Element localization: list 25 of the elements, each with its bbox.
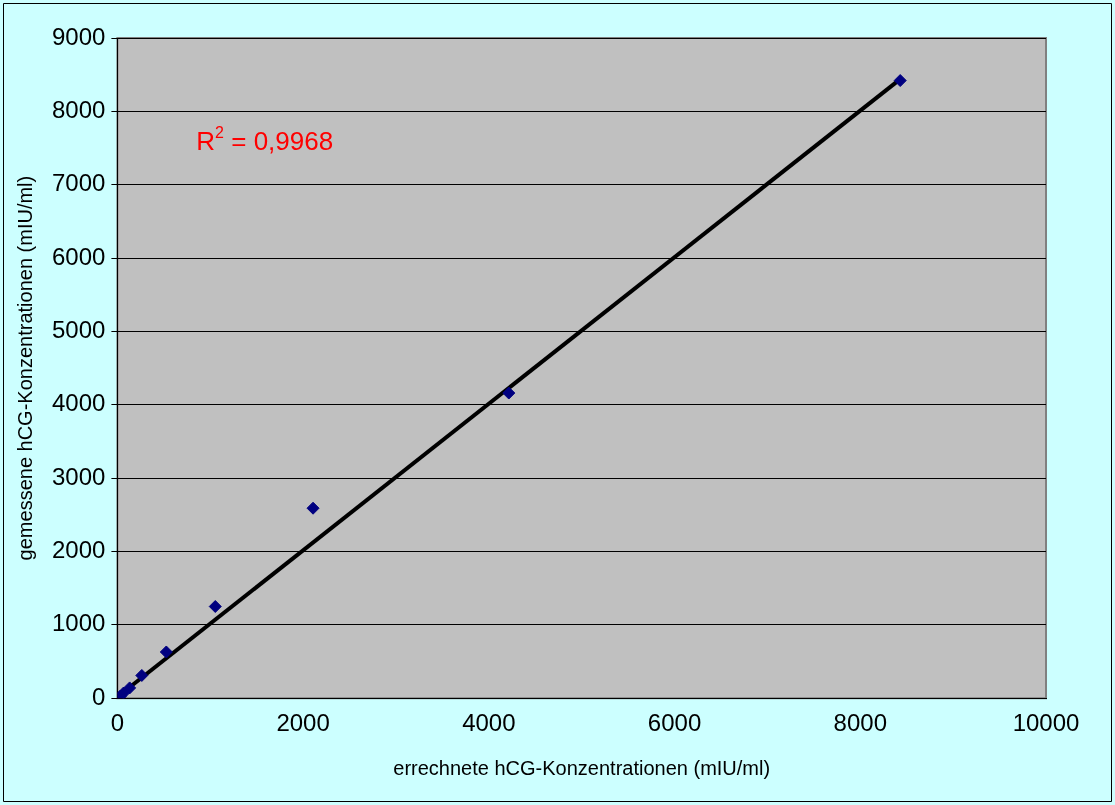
point <box>893 74 907 88</box>
point <box>123 681 137 695</box>
y-tick-label: 1000 <box>52 609 106 637</box>
y-tick-label: 0 <box>92 682 106 710</box>
y-tick-label: 7000 <box>52 169 106 197</box>
point <box>135 668 149 682</box>
x-tick-label: 6000 <box>647 709 702 737</box>
y-tick-label: 4000 <box>52 389 106 417</box>
x-tick-label: 4000 <box>462 709 516 737</box>
point <box>208 600 222 614</box>
y-tick-label: 9000 <box>52 22 106 50</box>
point <box>502 386 516 400</box>
point <box>159 645 173 659</box>
x-axis-title: errechnete hCG-Konzentrationen (mIU/ml) <box>393 756 771 779</box>
y-tick-label: 5000 <box>52 316 106 344</box>
y-axis-title: gemessene hCG-Konzentrationen (mIU/ml) <box>13 175 36 561</box>
x-tick-label: 0 <box>110 709 125 737</box>
y-tick-label: 3000 <box>52 462 106 490</box>
y-tick-label: 6000 <box>52 242 106 270</box>
point <box>306 501 320 515</box>
x-tick-label: 8000 <box>833 709 887 737</box>
x-tick-label: 10000 <box>1012 709 1080 737</box>
y-tick-label: 2000 <box>52 536 106 564</box>
x-tick-label: 2000 <box>276 709 330 737</box>
y-tick-label: 8000 <box>52 95 106 123</box>
